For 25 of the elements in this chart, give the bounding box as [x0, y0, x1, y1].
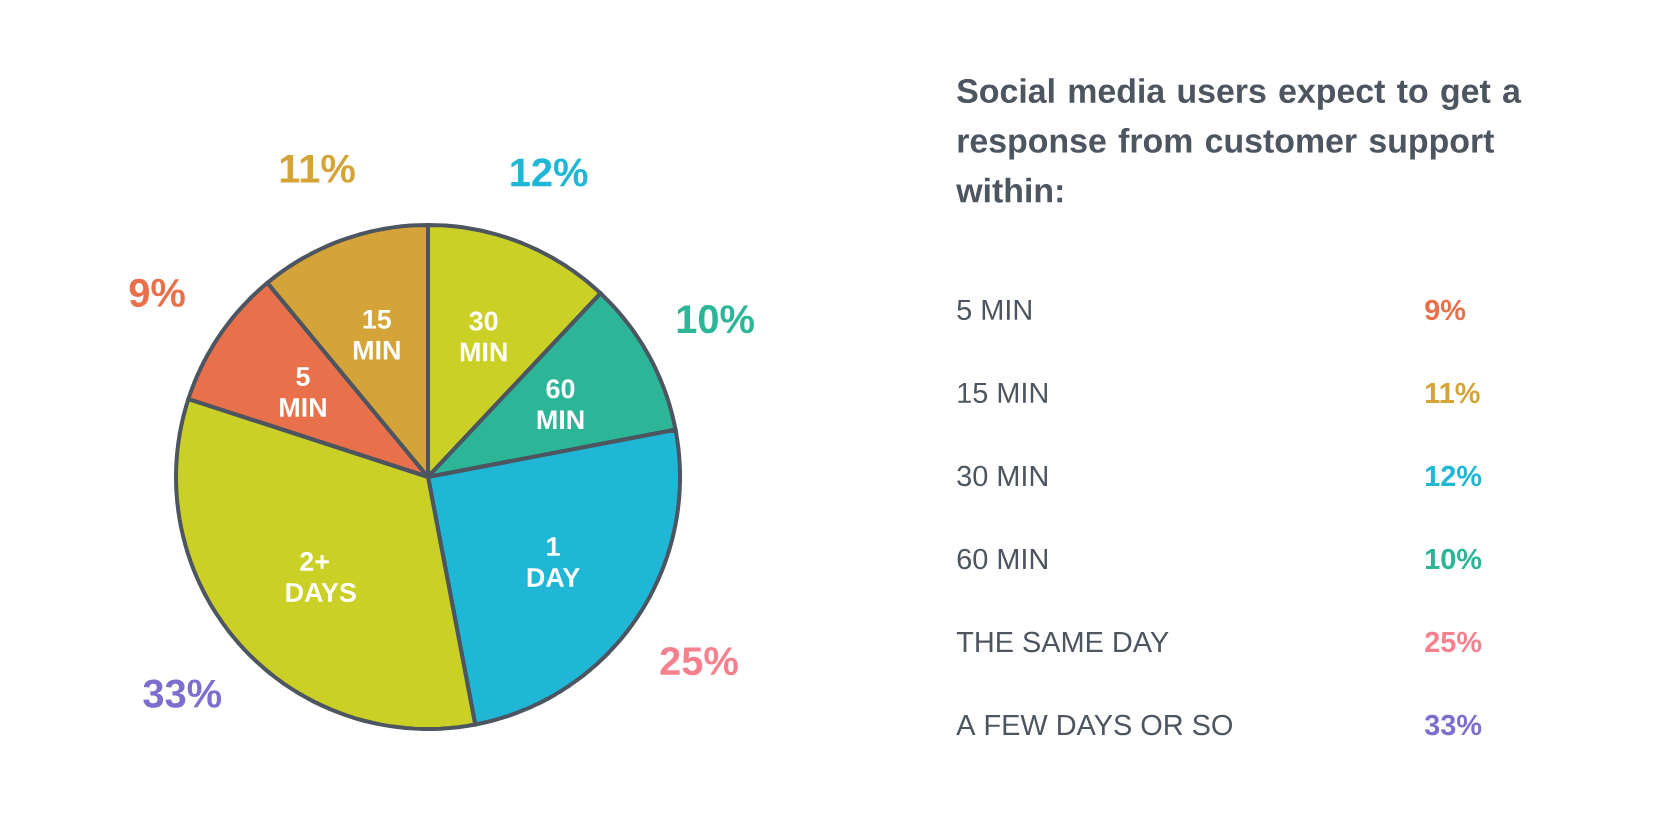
text: 30 MIN	[957, 465, 1047, 487]
text: 60 MIN	[957, 548, 1047, 570]
text: 5 MIN	[957, 299, 1031, 321]
text: 9%	[1425, 299, 1466, 321]
text: 25%	[1425, 631, 1482, 653]
slice-label: 15 MIN	[353, 310, 400, 360]
text: Social media users expect to get a response from customer support within:	[956, 78, 1522, 203]
slice-label: 2+ DAYS	[286, 552, 356, 602]
text: 11%	[1426, 382, 1480, 404]
text: 10%	[1426, 548, 1482, 570]
text: 12%	[1426, 465, 1482, 487]
data-label: 33%	[143, 679, 222, 708]
text: THE SAME DAY	[956, 631, 1169, 653]
data-label: 25%	[660, 647, 738, 676]
slice-label: 60 MIN	[537, 379, 584, 429]
data-label: 11%	[280, 154, 355, 183]
text: 33%	[1424, 714, 1482, 736]
data-label: 12%	[511, 158, 588, 187]
text: A FEW DAYS OR SO	[956, 714, 1233, 736]
slice-label: 1 DAY	[527, 537, 580, 587]
slice-label: 5 MIN	[280, 367, 326, 417]
data-label: 10%	[677, 305, 754, 334]
data-label: 9%	[129, 278, 185, 307]
text: 15 MIN	[958, 382, 1047, 404]
slice-label: 30 MIN	[460, 311, 507, 362]
